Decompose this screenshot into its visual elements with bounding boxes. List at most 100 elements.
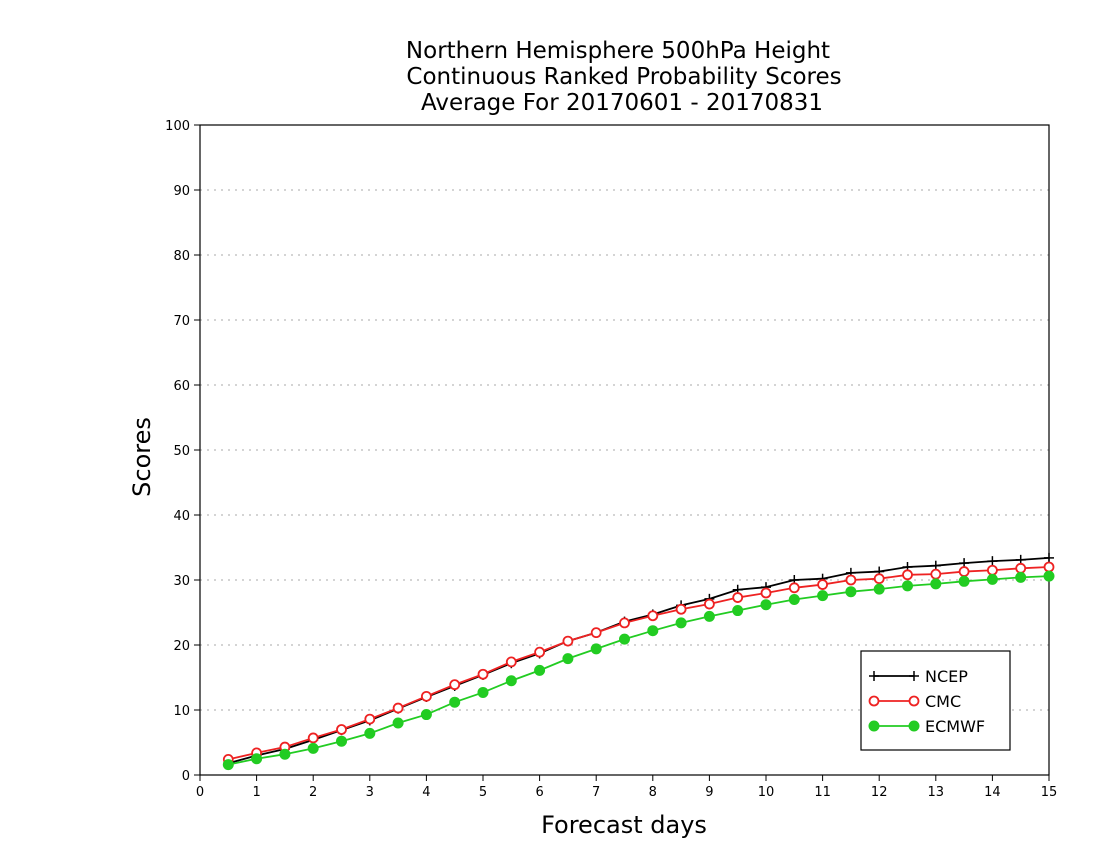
point-cmc — [817, 579, 828, 590]
x-tick-label-1: 1 — [252, 785, 260, 800]
point-ecmwf — [760, 599, 772, 611]
point-ecmwf — [986, 573, 998, 585]
y-tick-label-70: 70 — [173, 314, 190, 329]
x-tick-label-10: 10 — [758, 785, 775, 800]
y-tick-label-0: 0 — [182, 769, 190, 784]
point-ncep — [1044, 552, 1054, 563]
y-tick-label-40: 40 — [173, 509, 190, 524]
x-tick-label-9: 9 — [705, 785, 713, 800]
point-ecmwf — [251, 753, 263, 765]
legend-item-cmc: CMC — [868, 692, 961, 711]
legend-marker-cmc — [868, 695, 880, 707]
point-cmc — [647, 610, 659, 622]
point-ecmwf — [505, 675, 517, 687]
point-cmc — [619, 617, 630, 629]
y-tick-label-60: 60 — [173, 379, 190, 394]
point-cmc — [1043, 561, 1055, 573]
chart-title: Northern Hemisphere 500hPa Height Contin… — [406, 38, 842, 116]
point-cmc — [704, 598, 715, 610]
title-line-2: Continuous Ranked Probability Scores — [406, 64, 841, 90]
x-axis: 0 1 2 3 4 5 6 7 8 9 10 11 12 13 14 15 — [196, 775, 1057, 800]
title-line-1: Northern Hemisphere 500hPa Height — [406, 38, 830, 64]
point-ecmwf — [930, 578, 942, 590]
point-cmc — [732, 592, 744, 603]
legend-marker-ecmwf — [908, 720, 920, 732]
x-tick-label-6: 6 — [535, 785, 543, 800]
point-ecmwf — [873, 583, 885, 595]
y-tick-label-20: 20 — [173, 639, 190, 654]
legend-marker-ecmwf — [868, 720, 880, 732]
x-tick-label-7: 7 — [592, 785, 600, 800]
y-axis: 0 10 20 30 40 50 60 70 80 90 100 — [165, 119, 200, 784]
legend: NCEP CMC ECMWF — [860, 650, 1011, 751]
legend-label-ncep: NCEP — [925, 667, 968, 686]
point-cmc — [364, 713, 376, 725]
point-cmc — [1015, 562, 1027, 574]
point-ecmwf — [958, 575, 970, 587]
point-ncep — [987, 556, 998, 567]
y-axis-label: Scores — [128, 417, 156, 497]
point-ecmwf — [420, 709, 432, 721]
x-axis-label: Forecast days — [541, 811, 707, 839]
x-tick-label-15: 15 — [1041, 785, 1058, 800]
legend-marker-ncep — [909, 671, 919, 681]
point-cmc — [505, 656, 517, 668]
point-ecmwf — [534, 664, 546, 676]
gridlines — [200, 189, 1049, 711]
point-cmc — [987, 564, 998, 576]
point-cmc — [477, 668, 489, 680]
point-ecmwf — [675, 617, 687, 629]
point-ecmwf — [449, 696, 461, 708]
legend-item-ncep: NCEP — [869, 667, 968, 686]
y-tick-label-30: 30 — [173, 574, 190, 589]
point-ecmwf — [477, 686, 489, 698]
series-ecmwf — [222, 570, 1055, 771]
point-ecmwf — [222, 759, 234, 771]
title-line-3: Average For 20170601 - 20170831 — [421, 90, 823, 116]
legend-marker-cmc — [908, 695, 920, 707]
legend-label-ecmwf: ECMWF — [925, 717, 985, 736]
point-cmc — [902, 569, 913, 581]
point-cmc — [873, 573, 885, 585]
point-cmc — [336, 724, 347, 735]
x-tick-label-0: 0 — [196, 785, 204, 800]
point-cmc — [788, 582, 800, 594]
legend-label-cmc: CMC — [925, 692, 961, 711]
x-tick-label-13: 13 — [928, 785, 945, 800]
point-ecmwf — [647, 625, 659, 637]
point-ecmwf — [619, 633, 630, 645]
point-ecmwf — [817, 590, 829, 602]
point-cmc — [449, 679, 461, 691]
y-tick-label-10: 10 — [173, 704, 190, 719]
point-ecmwf — [703, 610, 715, 622]
legend-item-ecmwf: ECMWF — [868, 717, 985, 736]
x-tick-label-14: 14 — [984, 785, 1001, 800]
point-ecmwf — [1015, 571, 1027, 583]
point-cmc — [562, 635, 574, 647]
legend-marker-ncep — [869, 671, 879, 681]
point-cmc — [590, 627, 602, 639]
point-cmc — [930, 568, 942, 580]
point-cmc — [675, 603, 687, 615]
point-cmc — [845, 574, 857, 586]
y-tick-label-80: 80 — [173, 249, 190, 264]
x-tick-label-4: 4 — [422, 785, 430, 800]
point-ecmwf — [307, 742, 319, 754]
series-cmc — [222, 561, 1055, 765]
x-tick-label-8: 8 — [649, 785, 657, 800]
x-tick-label-12: 12 — [871, 785, 888, 800]
y-tick-label-100: 100 — [165, 119, 190, 134]
point-ecmwf — [392, 717, 404, 729]
x-tick-label-3: 3 — [366, 785, 374, 800]
point-cmc — [307, 732, 319, 744]
y-tick-label-90: 90 — [173, 184, 190, 199]
point-ecmwf — [845, 586, 857, 598]
x-tick-label-5: 5 — [479, 785, 487, 800]
point-cmc — [420, 690, 432, 702]
x-tick-label-11: 11 — [814, 785, 831, 800]
point-ecmwf — [336, 735, 347, 747]
x-tick-label-2: 2 — [309, 785, 317, 800]
series-layer — [222, 552, 1055, 771]
point-ecmwf — [562, 653, 574, 665]
